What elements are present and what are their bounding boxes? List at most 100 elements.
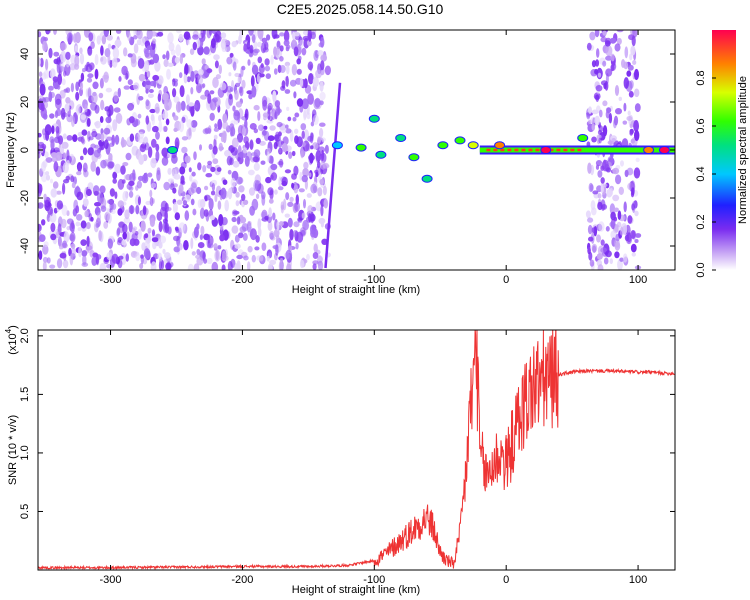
noise-blob: [626, 70, 632, 77]
noise-blob: [259, 255, 264, 262]
snr-x-tick-label: -200: [231, 574, 253, 586]
noise-blob: [610, 211, 616, 221]
noise-blob: [211, 261, 219, 270]
noise-blob: [627, 215, 633, 224]
noise-blob: [82, 147, 88, 156]
noise-blob: [161, 92, 169, 101]
noise-blob: [95, 223, 100, 228]
noise-blob: [147, 146, 153, 158]
noise-blob: [56, 200, 64, 210]
noise-blob: [234, 89, 239, 101]
noise-blob: [594, 30, 600, 38]
noise-blob: [214, 60, 219, 69]
noise-blob: [167, 62, 174, 67]
noise-blob: [155, 106, 160, 114]
noise-blob: [118, 221, 126, 228]
snr-frame: [37, 329, 676, 571]
noise-blob: [265, 176, 272, 184]
noise-blob: [50, 138, 55, 151]
noise-blob: [96, 212, 102, 222]
noise-blob: [91, 130, 98, 138]
noise-blob: [243, 43, 248, 52]
noise-blob: [249, 228, 257, 241]
noise-blob: [246, 41, 251, 50]
noise-blob: [53, 161, 59, 173]
noise-blob: [98, 230, 102, 242]
noise-blob: [113, 91, 119, 103]
noise-blob: [323, 198, 329, 209]
noise-blob: [135, 252, 141, 262]
noise-blob: [184, 210, 190, 221]
noise-blob: [635, 157, 640, 163]
noise-blob: [86, 77, 93, 83]
noise-blob: [47, 201, 51, 207]
noise-blob: [81, 250, 88, 257]
noise-blob: [66, 160, 70, 166]
noise-blob: [184, 63, 189, 76]
noise-blob: [257, 56, 263, 64]
noise-blob: [156, 211, 163, 221]
noise-blob: [104, 211, 111, 222]
noise-blob: [178, 184, 184, 194]
noise-blob: [130, 58, 137, 68]
colorbar-tick-label: 0.4: [695, 166, 707, 181]
noise-blob: [612, 194, 620, 202]
noise-blob: [588, 251, 593, 261]
noise-blob: [633, 167, 641, 179]
noise-blob: [279, 125, 287, 134]
noise-blob: [99, 185, 106, 194]
noise-blob: [277, 186, 284, 191]
noise-blob: [149, 217, 155, 227]
noise-blob: [80, 135, 85, 144]
noise-blob: [276, 46, 280, 56]
noise-blob: [618, 186, 624, 195]
noise-blob: [61, 78, 66, 86]
noise-blob: [48, 85, 54, 91]
noise-blob: [209, 90, 215, 95]
noise-blob: [123, 217, 131, 224]
noise-blob: [164, 222, 170, 234]
noise-blob: [588, 236, 594, 242]
snr-scale-exponent: 4: [4, 328, 13, 333]
noise-blob: [43, 193, 47, 200]
noise-blob: [143, 248, 151, 259]
noise-blob: [188, 167, 192, 173]
noise-blob: [597, 193, 602, 199]
noise-blob: [611, 138, 616, 143]
noise-blob: [193, 104, 198, 109]
signal-feature: [408, 153, 420, 162]
noise-blob: [197, 242, 205, 249]
noise-blob: [285, 249, 293, 261]
noise-blob: [71, 182, 76, 189]
signal-feature: [395, 134, 407, 142]
noise-blob: [216, 167, 222, 172]
noise-blob: [149, 189, 153, 198]
noise-blob: [129, 172, 136, 183]
noise-blob: [200, 30, 205, 39]
noise-blob: [140, 220, 146, 232]
noise-blob: [139, 36, 146, 47]
noise-blob: [262, 112, 269, 118]
noise-blob: [271, 108, 276, 120]
noise-blob: [232, 105, 236, 112]
spectrogram-marks: [38, 30, 675, 270]
noise-blob: [102, 74, 109, 80]
noise-blob: [319, 100, 324, 106]
noise-blob: [57, 135, 64, 145]
noise-blob: [87, 48, 93, 56]
noise-blob: [155, 143, 160, 152]
noise-blob: [270, 54, 274, 65]
noise-blob: [299, 259, 305, 269]
colorbar-tick-label: 0.6: [695, 118, 707, 133]
noise-blob: [284, 169, 291, 174]
noise-blob: [42, 113, 48, 120]
noise-blob: [103, 127, 111, 135]
noise-blob: [237, 155, 244, 165]
noise-blob: [264, 215, 269, 221]
noise-blob: [117, 208, 123, 216]
noise-blob: [264, 58, 270, 66]
noise-blob: [246, 90, 253, 95]
noise-blob: [186, 39, 191, 46]
noise-blob: [203, 209, 209, 217]
